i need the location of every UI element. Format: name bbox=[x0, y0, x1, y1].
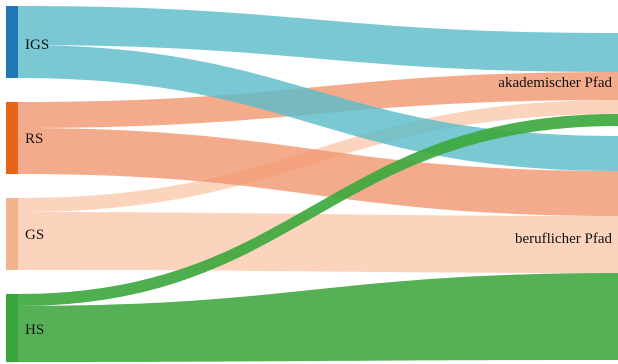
label-rs: RS bbox=[25, 131, 43, 147]
flow-rs-beruflich bbox=[18, 128, 618, 216]
flow-gs-beruflich bbox=[18, 212, 618, 273]
label-hs: HS bbox=[25, 322, 44, 338]
label-akademischer-pfad: akademischer Pfad bbox=[498, 75, 612, 91]
label-igs: IGS bbox=[25, 37, 49, 53]
target-labels: akademischer Pfad beruflicher Pfad bbox=[498, 75, 612, 247]
node-bar-igs bbox=[6, 6, 18, 78]
node-bar-gs bbox=[6, 198, 18, 270]
flow-hs-akademisch bbox=[18, 114, 618, 306]
node-bar-rs bbox=[6, 102, 18, 174]
source-nodes bbox=[6, 6, 18, 362]
label-gs: GS bbox=[25, 227, 44, 243]
node-bar-hs bbox=[6, 294, 18, 362]
source-labels: IGS RS GS HS bbox=[25, 37, 49, 338]
flow-links bbox=[18, 6, 618, 362]
label-beruflicher-pfad: beruflicher Pfad bbox=[515, 231, 613, 247]
flow-igs-akademisch bbox=[18, 6, 618, 72]
flow-hs-beruflich bbox=[18, 273, 618, 362]
